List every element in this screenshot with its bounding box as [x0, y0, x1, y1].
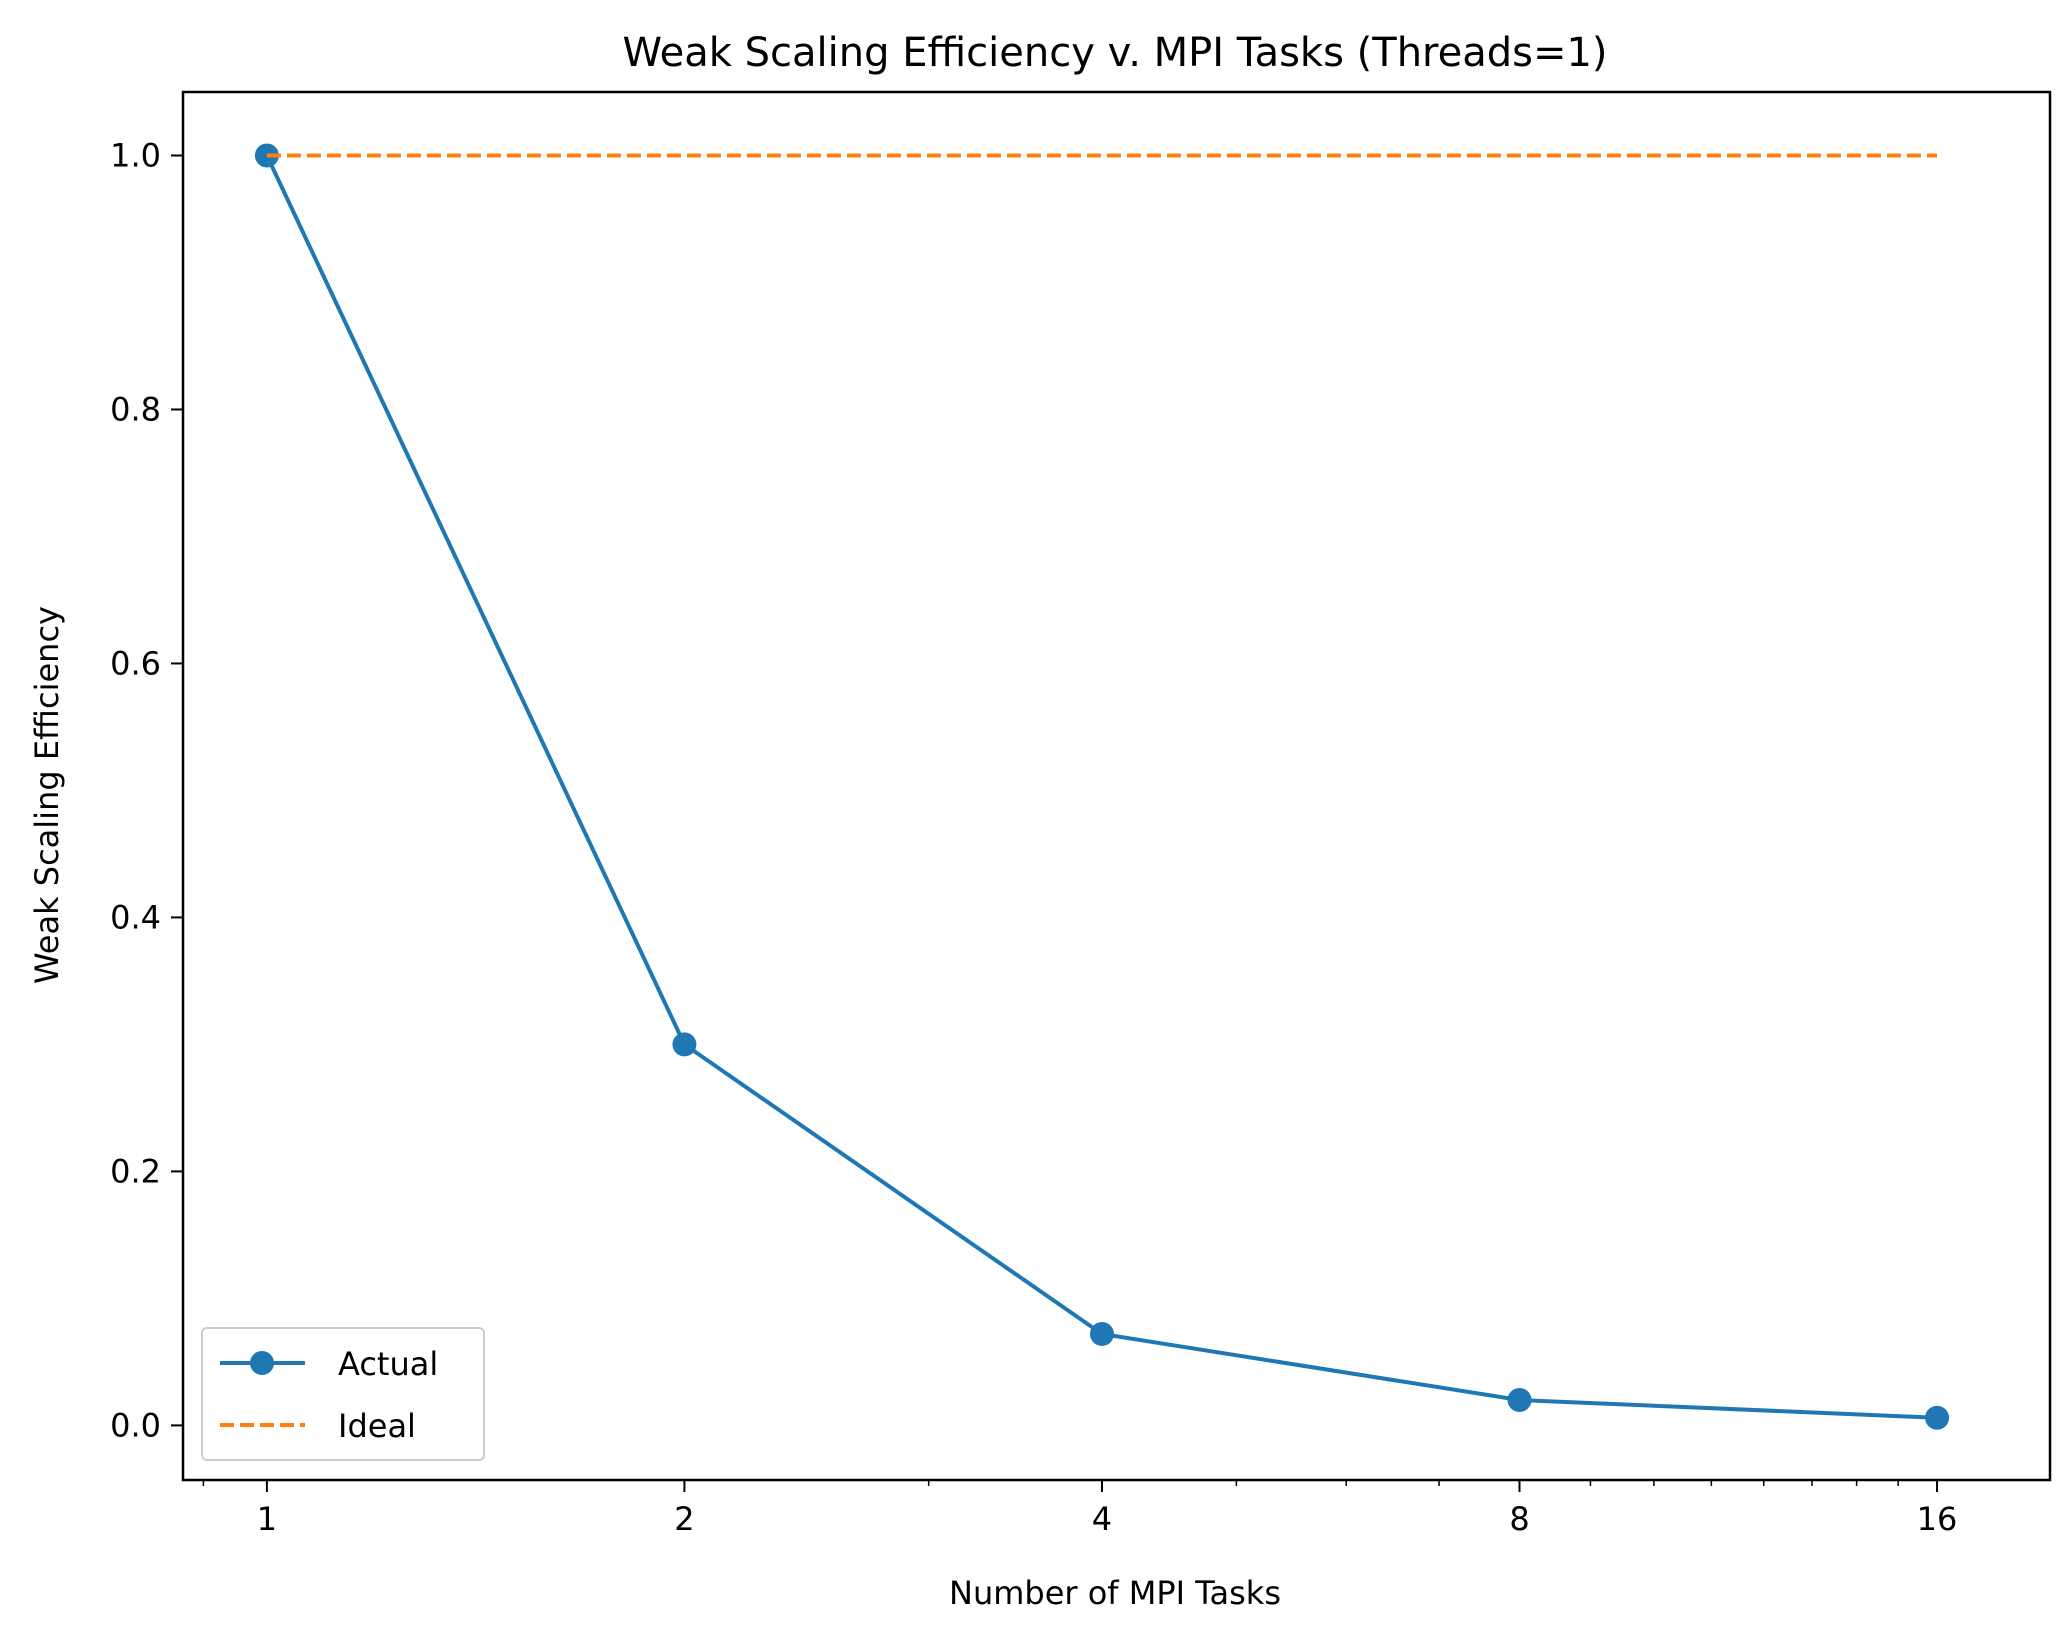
chart-title: Weak Scaling Efficiency v. MPI Tasks (Th… [622, 30, 1607, 76]
y-tick-label: 0.0 [110, 1406, 161, 1444]
x-tick-label: 4 [1092, 1500, 1112, 1538]
legend-actual-marker [250, 1351, 274, 1375]
y-axis-label: Weak Scaling Efficiency [28, 606, 66, 984]
data-point-actual [254, 143, 279, 168]
x-axis-label: Number of MPI Tasks [949, 1574, 1281, 1612]
y-tick-label: 0.4 [110, 898, 161, 936]
y-tick-label: 0.6 [110, 644, 161, 682]
axes-frame [181, 90, 2052, 1482]
x-tick-label: 16 [1917, 1500, 1958, 1538]
data-point-actual [1507, 1387, 1532, 1412]
data-point-actual [1925, 1405, 1950, 1430]
legend-ideal-label: Ideal [338, 1407, 416, 1445]
legend-actual-label: Actual [338, 1345, 438, 1383]
x-tick-label: 8 [1509, 1500, 1529, 1538]
legend: Actual Ideal [201, 1327, 485, 1461]
y-tick-label: 0.8 [110, 390, 161, 428]
x-tick-label: 1 [257, 1500, 277, 1538]
y-tick-label: 1.0 [110, 136, 161, 174]
plot-area: 1 2 4 8 16 0.0 0.2 0.4 0.6 0.8 1.0 [110, 90, 2052, 1538]
data-point-actual [672, 1032, 697, 1057]
x-tick-label: 2 [674, 1500, 694, 1538]
y-tick-label: 0.2 [110, 1152, 161, 1190]
data-point-actual [1089, 1321, 1114, 1346]
